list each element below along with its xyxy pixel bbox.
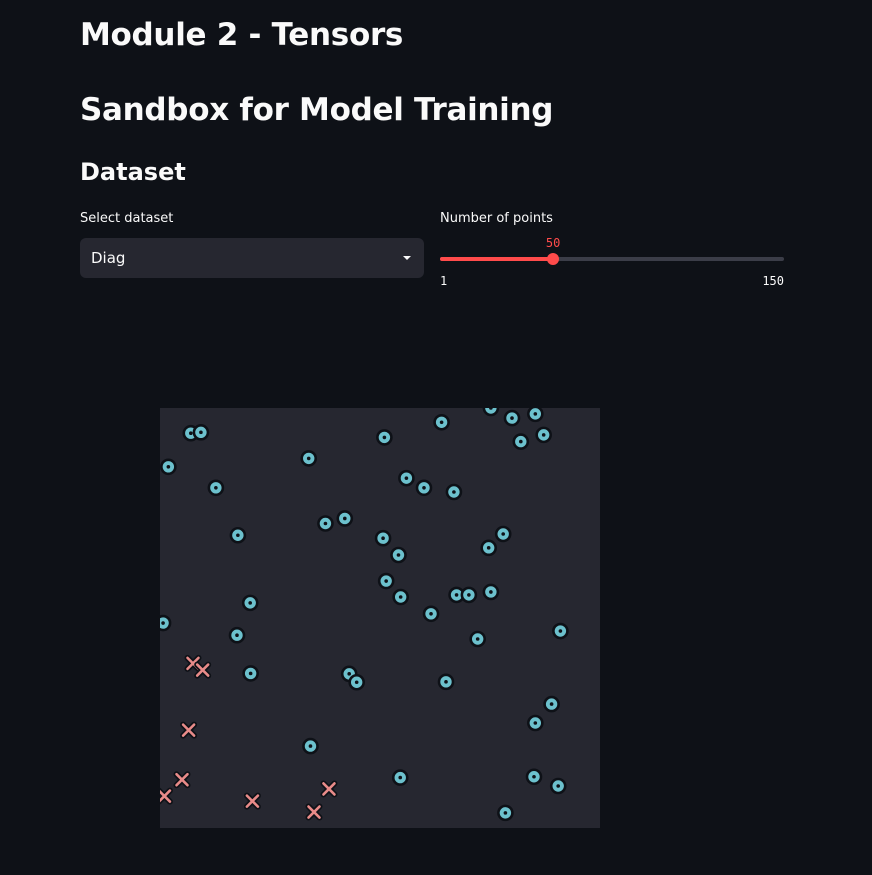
slider-track[interactable]	[440, 257, 784, 261]
data-point-circle	[207, 479, 225, 497]
dataset-select-value: Diag	[91, 249, 126, 267]
scatter-svg	[160, 408, 569, 822]
data-point-circle	[374, 529, 392, 547]
data-point-circle	[543, 695, 560, 713]
data-point-circle	[377, 572, 395, 590]
data-point-circle	[228, 626, 246, 644]
data-point-circle	[433, 413, 450, 431]
data-point-x	[305, 803, 323, 821]
slider-thumb[interactable]	[547, 253, 560, 265]
data-point-circle	[391, 769, 409, 786]
data-point-circle	[527, 408, 544, 423]
data-point-x	[243, 792, 261, 810]
data-point-circle	[160, 614, 172, 632]
data-point-circle	[512, 433, 530, 450]
data-point-circle	[398, 469, 415, 487]
dataset-select-label: Select dataset	[80, 211, 174, 226]
data-point-circle	[469, 630, 486, 648]
data-point-circle	[445, 483, 463, 501]
data-point-circle	[192, 424, 210, 441]
data-point-circle	[348, 673, 365, 691]
data-point-x	[160, 787, 173, 805]
data-point-circle	[527, 714, 544, 732]
data-point-circle	[482, 408, 500, 417]
data-point-x	[194, 661, 212, 679]
slider-max-label: 150	[762, 274, 784, 288]
data-point-circle	[525, 768, 543, 786]
points-slider[interactable]: 50 1 150	[440, 236, 784, 292]
data-point-circle	[437, 673, 455, 691]
points-slider-label: Number of points	[440, 211, 553, 226]
data-point-circle	[494, 525, 512, 543]
data-point-circle	[242, 665, 259, 682]
data-point-circle	[376, 429, 393, 446]
slider-track-fill	[440, 257, 554, 261]
data-point-circle	[497, 804, 514, 822]
page-title: Module 2 - Tensors	[80, 17, 404, 53]
caret-down-icon	[403, 256, 411, 260]
scatter-plot	[160, 408, 600, 828]
data-point-circle	[392, 588, 409, 606]
data-point-x	[180, 721, 198, 739]
data-point-x	[173, 771, 191, 789]
data-point-circle	[390, 546, 407, 564]
data-point-circle	[482, 583, 500, 601]
data-point-circle	[480, 539, 497, 557]
data-point-circle	[422, 605, 440, 623]
data-point-circle	[415, 479, 433, 497]
data-point-x	[320, 780, 338, 798]
data-point-circle	[302, 737, 319, 755]
subsection-title: Dataset	[80, 158, 186, 186]
data-point-circle	[160, 458, 177, 476]
data-point-circle	[549, 777, 567, 795]
data-point-circle	[503, 409, 521, 427]
data-point-circle	[300, 450, 318, 467]
slider-min-label: 1	[440, 274, 448, 288]
data-point-circle	[241, 594, 259, 612]
data-point-circle	[460, 586, 478, 604]
slider-value: 50	[545, 236, 561, 250]
dataset-select[interactable]: Diag	[80, 238, 424, 278]
data-point-circle	[336, 510, 354, 527]
data-point-circle	[535, 426, 552, 444]
section-title: Sandbox for Model Training	[80, 92, 554, 128]
data-point-circle	[552, 622, 569, 640]
data-point-circle	[229, 526, 247, 544]
data-point-circle	[317, 515, 334, 532]
